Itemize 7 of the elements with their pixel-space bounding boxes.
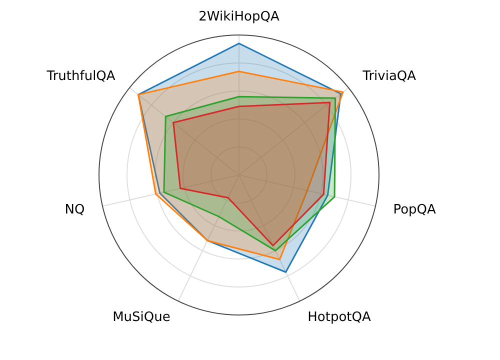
spoke-label: PopQA	[393, 202, 436, 218]
spoke-label: 2WikiHopQA	[198, 9, 280, 24]
spoke-label: TruthfulQA	[46, 68, 116, 84]
spoke-label: MuSiQue	[112, 310, 170, 326]
spoke-label: HotpotQA	[308, 310, 371, 326]
spoke-label: NQ	[64, 202, 85, 218]
spoke-label: TriviaQA	[362, 68, 416, 84]
